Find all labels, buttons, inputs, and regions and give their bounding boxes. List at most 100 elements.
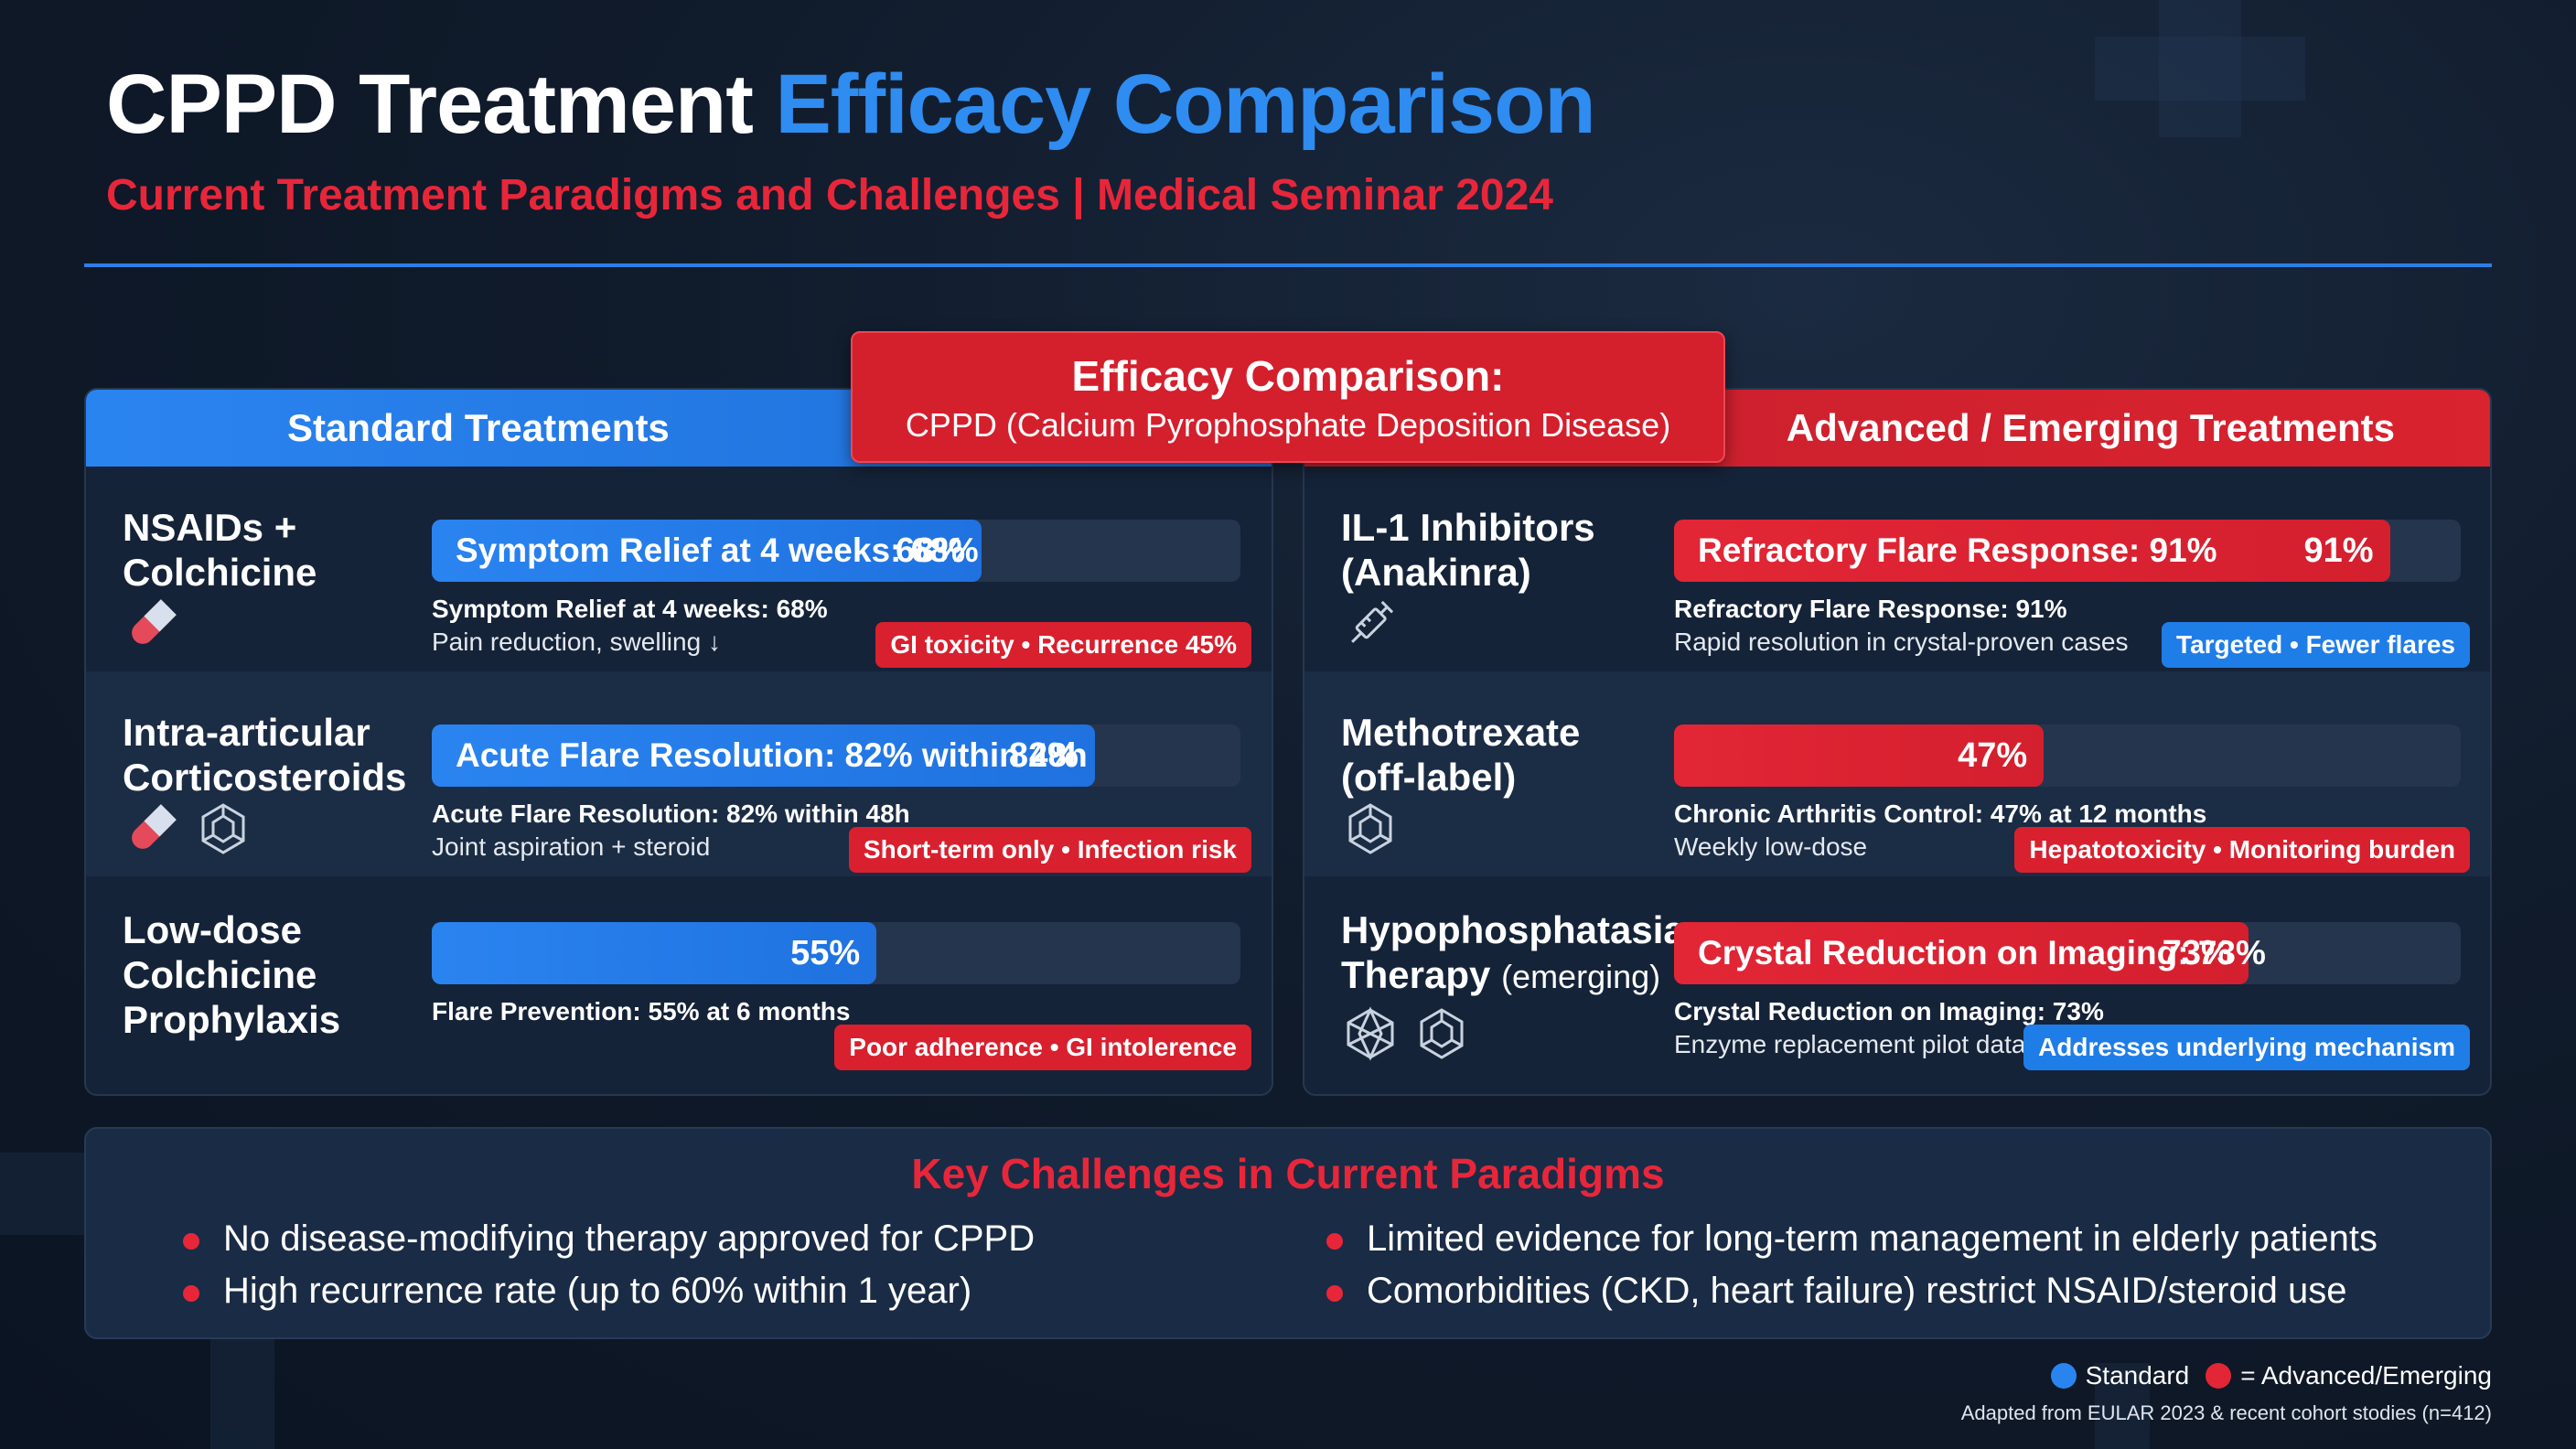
chart-subtitle: CPPD (Calcium Pyrophosphate Deposition D…	[905, 406, 1671, 444]
benefit-tag: Targeted • Fewer flares	[2162, 622, 2470, 668]
treatment-icons	[1341, 800, 1400, 858]
bar-value-label: 91%	[2303, 531, 2374, 570]
treatment-name-line: Methotrexate	[1341, 711, 1581, 754]
header-divider	[84, 263, 2492, 267]
bar-label: Refractory Flare Response: 91%	[1698, 531, 2217, 569]
efficacy-note: Weekly low-dose	[1674, 832, 1868, 861]
limitation-tag: Hepatotoxicity • Monitoring burden	[2014, 827, 2470, 873]
treatment-name-line: Corticosteroids	[123, 756, 407, 799]
treatment-name-line: Therapy (emerging)	[1341, 952, 1685, 999]
efficacy-note: Rapid resolution in crystal-proven cases	[1674, 628, 2129, 656]
challenges-list-right: Limited evidence for long-term managemen…	[1321, 1213, 2377, 1317]
treatment-status: (emerging)	[1501, 958, 1661, 995]
treatment-icons	[123, 595, 181, 653]
legend-advanced-swatch	[2206, 1363, 2232, 1389]
title-accent: Efficacy Comparison	[775, 58, 1595, 151]
efficacy-detail: Symptom Relief at 4 weeks: 68%	[432, 595, 828, 623]
background-cross-decoration	[2095, 1363, 2150, 1449]
efficacy-bar-track: Refractory Flare Response: 91% 91%	[1674, 520, 2461, 582]
chart-title: Efficacy Comparison:	[1071, 352, 1505, 400]
efficacy-detail: Crystal Reduction on Imaging: 73%	[1674, 997, 2104, 1025]
treatment-icons	[1341, 1004, 1471, 1063]
efficacy-bar-track: Acute Flare Resolution: 82% within 48h 8…	[432, 724, 1240, 787]
molecule-icon	[1348, 803, 1392, 854]
treatment-name-line: Colchicine	[123, 551, 317, 594]
treatment-name: NSAIDs + Colchicine	[123, 505, 317, 595]
chart-legend: Standard = Advanced/Emerging	[2050, 1361, 2492, 1390]
pill-icon	[132, 804, 177, 849]
treatment-row-colchicine-prophylaxis: Low-dose Colchicine Prophylaxis 55% Flar…	[86, 876, 1272, 1081]
molecule-icon	[201, 803, 245, 854]
efficacy-bar-track: 55%	[432, 922, 1240, 984]
treatment-row-hypophosphatasia: Hypophosphatasia Therapy (emerging)	[1304, 876, 2490, 1081]
challenge-item: Comorbidities (CKD, heart failure) restr…	[1321, 1265, 2377, 1317]
efficacy-bar: Crystal Reduction on Imaging: 73% 73%	[1674, 922, 2266, 984]
efficacy-bar: 55%	[432, 922, 877, 984]
background-cross-decoration	[2159, 0, 2241, 137]
molecule-icon	[1420, 1008, 1464, 1059]
treatment-name-line: Colchicine	[123, 953, 317, 996]
treatment-name: Low-dose Colchicine Prophylaxis	[123, 907, 340, 1042]
page-title: CPPD Treatment Efficacy Comparison	[106, 57, 1596, 154]
treatment-icons	[1341, 595, 1400, 653]
bar-label: Crystal Reduction on Imaging: 73%	[1698, 934, 2266, 971]
treatment-name-line: (off-label)	[1341, 756, 1517, 799]
bar-value-label: 55%	[790, 934, 861, 972]
bar-label: Acute Flare Resolution: 82% within 48h	[456, 736, 1088, 774]
bar-value-label: 47%	[1958, 736, 2028, 775]
treatment-name-line: Low-dose	[123, 908, 302, 951]
treatment-row-il1-inhibitors: IL-1 Inhibitors (Anakinra) Refractory Fl…	[1304, 467, 2490, 671]
challenge-item: No disease-modifying therapy approved fo…	[177, 1213, 1035, 1265]
treatment-row-corticosteroids: Intra-articular Corticosteroids Acu	[86, 671, 1272, 876]
advanced-treatments-panel: Advanced / Emerging Treatments IL-1 Inhi…	[1303, 388, 2492, 1096]
chart-title-banner: Efficacy Comparison: CPPD (Calcium Pyrop…	[851, 331, 1725, 463]
page-subtitle: Current Treatment Paradigms and Challeng…	[106, 171, 1553, 220]
treatment-row-nsaids: NSAIDs + Colchicine Symptom Relief at 4 …	[86, 467, 1272, 671]
efficacy-detail: Acute Flare Resolution: 82% within 48h	[432, 800, 910, 828]
treatment-name-line: Intra-articular	[123, 711, 370, 754]
limitation-tag: Poor adherence • GI intolerence	[834, 1025, 1251, 1070]
background-cross-decoration	[210, 1336, 274, 1449]
efficacy-bar-track: Crystal Reduction on Imaging: 73% 73%	[1674, 922, 2461, 984]
treatment-name-line: (Anakinra)	[1341, 551, 1531, 594]
treatment-name: IL-1 Inhibitors (Anakinra)	[1341, 505, 1595, 595]
standard-treatments-panel: Standard Treatments NSAIDs + Colchicine …	[84, 388, 1273, 1096]
legend-standard-label: Standard	[2085, 1361, 2190, 1390]
treatment-name-text: Therapy	[1341, 953, 1491, 996]
efficacy-detail: Refractory Flare Response: 91%	[1674, 595, 2067, 623]
treatment-name: Methotrexate (off-label)	[1341, 710, 1580, 800]
syringe-icon	[1351, 600, 1394, 643]
treatment-name: Intra-articular Corticosteroids	[123, 710, 406, 800]
efficacy-detail: Flare Prevention: 55% at 6 months	[432, 997, 851, 1025]
pill-icon	[132, 599, 177, 644]
treatment-name: Hypophosphatasia Therapy (emerging)	[1341, 907, 1685, 999]
source-citation: Adapted from EULAR 2023 & recent cohort …	[1960, 1401, 2492, 1424]
key-challenges-panel: Key Challenges in Current Paradigms No d…	[84, 1127, 2492, 1339]
benefit-tag: Addresses underlying mechanism	[2023, 1025, 2470, 1070]
treatment-name-line: Hypophosphatasia	[1341, 908, 1685, 951]
legend-standard-swatch	[2050, 1363, 2077, 1389]
limitation-tag: GI toxicity • Recurrence 45%	[875, 622, 1251, 668]
treatment-name-line: NSAIDs +	[123, 506, 297, 549]
title-main: CPPD Treatment	[106, 58, 754, 151]
bar-value-label: 73%	[2162, 934, 2232, 972]
efficacy-note: Enzyme replacement pilot data	[1674, 1030, 2026, 1058]
efficacy-bar: Refractory Flare Response: 91% 91%	[1674, 520, 2390, 582]
efficacy-bar: Acute Flare Resolution: 82% within 48h 8…	[432, 724, 1095, 787]
treatment-name-line: Prophylaxis	[123, 998, 341, 1041]
efficacy-bar-track: Symptom Relief at 4 weeks: 68% 68%	[432, 520, 1240, 582]
efficacy-note: Joint aspiration + steroid	[432, 832, 711, 861]
efficacy-bar: 47%	[1674, 724, 2045, 787]
efficacy-note: Pain reduction, swelling ↓	[432, 628, 721, 656]
challenge-item: High recurrence rate (up to 60% within 1…	[177, 1265, 1035, 1317]
efficacy-detail: Chronic Arthritis Control: 47% at 12 mon…	[1674, 800, 2207, 828]
efficacy-bar-track: 47%	[1674, 724, 2461, 787]
legend-advanced-label: = Advanced/Emerging	[2240, 1361, 2492, 1390]
bar-value-label: 82%	[1008, 736, 1079, 775]
challenge-item: Limited evidence for long-term managemen…	[1321, 1213, 2377, 1265]
bar-value-label: 68%	[896, 531, 966, 570]
treatment-name-line: IL-1 Inhibitors	[1341, 506, 1595, 549]
challenges-title: Key Challenges in Current Paradigms	[911, 1150, 1665, 1197]
treatment-row-methotrexate: Methotrexate (off-label) 47% Chronic Art…	[1304, 671, 2490, 876]
challenges-list-left: No disease-modifying therapy approved fo…	[177, 1213, 1035, 1317]
